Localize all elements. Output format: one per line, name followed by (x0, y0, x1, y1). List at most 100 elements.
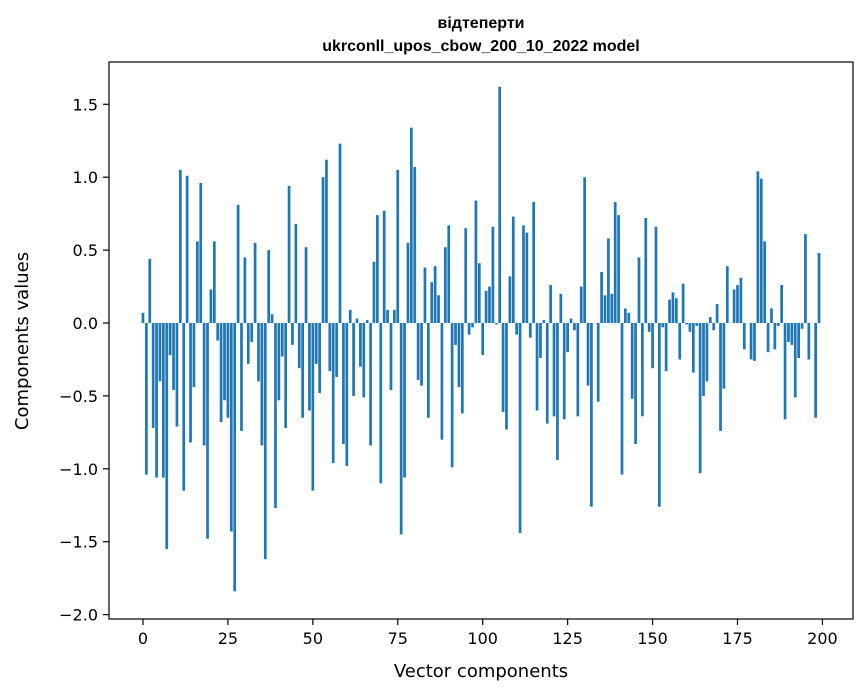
bar-24 (223, 323, 226, 401)
bar-25 (226, 323, 230, 418)
bar-183 (763, 241, 767, 323)
bar-28 (236, 204, 240, 324)
x-tick-label: 100 (467, 629, 498, 648)
bar-35 (260, 323, 264, 446)
bar-115 (532, 201, 536, 323)
bar-142 (624, 308, 627, 323)
bar-50 (311, 323, 315, 491)
bar-68 (372, 261, 376, 323)
x-tick-label: 125 (552, 629, 583, 648)
bar-137 (607, 238, 610, 323)
y-tick-label: −1.0 (59, 460, 98, 479)
bar-167 (708, 317, 712, 323)
bar-129 (579, 286, 583, 323)
bar-151 (654, 226, 658, 324)
bar-159 (681, 283, 685, 323)
bar-118 (542, 320, 546, 324)
bar-191 (790, 323, 794, 345)
bar-89 (443, 247, 447, 323)
bar-154 (664, 323, 668, 372)
bar-124 (562, 323, 566, 420)
bar-40 (277, 323, 281, 401)
bar-136 (603, 295, 607, 323)
bar-122 (556, 323, 559, 461)
bar-94 (460, 323, 464, 414)
bar-13 (185, 175, 189, 323)
bar-153 (661, 323, 665, 328)
bar-84 (426, 323, 430, 418)
bar-70 (379, 323, 383, 484)
chart-title: відтеперти (438, 15, 525, 32)
bar-99 (477, 263, 481, 323)
bar-93 (457, 323, 461, 388)
bar-152 (658, 323, 661, 507)
bar-26 (229, 323, 233, 532)
bar-103 (491, 226, 495, 324)
bar-48 (304, 247, 308, 323)
bar-148 (644, 218, 648, 323)
bar-46 (297, 323, 301, 369)
bar-31 (246, 323, 250, 364)
bar-85 (430, 282, 434, 324)
bar-8 (168, 323, 172, 356)
bar-86 (433, 266, 437, 324)
bar-27 (233, 323, 237, 592)
bar-57 (335, 323, 338, 377)
x-tick-label: 50 (303, 629, 323, 648)
bar-100 (481, 323, 485, 356)
bar-182 (759, 178, 763, 323)
bar-110 (515, 323, 519, 335)
bar-83 (423, 267, 427, 323)
bar-131 (586, 323, 590, 386)
bar-69 (376, 215, 379, 323)
bar-62 (352, 323, 355, 396)
x-tick-label: 75 (388, 629, 408, 648)
bar-170 (719, 323, 722, 431)
plot-frame (108, 61, 854, 620)
bar-189 (783, 323, 787, 420)
bar-0 (141, 312, 145, 324)
bar-135 (600, 271, 603, 323)
bar-18 (202, 323, 206, 446)
bar-2 (148, 258, 152, 324)
bar-10 (175, 323, 179, 427)
x-axis-ticks: 0 25 50 75 100 125 150 175 200 (138, 619, 838, 648)
x-axis-label: Vector components (394, 661, 568, 682)
bar-181 (756, 171, 760, 323)
bar-125 (566, 323, 569, 353)
bar-146 (637, 257, 641, 324)
bar-164 (698, 323, 702, 474)
bar-192 (793, 323, 797, 398)
bar-12 (182, 323, 186, 491)
bar-74 (393, 309, 396, 323)
bar-117 (539, 323, 542, 358)
bar-6 (162, 323, 165, 478)
bar-36 (263, 323, 267, 560)
bar-112 (522, 225, 525, 323)
bar-29 (240, 323, 243, 431)
bar-95 (464, 228, 468, 324)
y-tick-label: 1.0 (73, 168, 98, 187)
bar-106 (501, 323, 505, 412)
bar-198 (814, 323, 817, 418)
chart-subtitle: ukrconll_upos_cbow_200_10_2022 model (322, 38, 639, 55)
y-tick-label: 1.5 (73, 95, 98, 114)
bar-199 (817, 253, 821, 323)
bar-150 (651, 323, 654, 369)
y-tick-label: −2.0 (59, 606, 98, 625)
bar-107 (505, 323, 508, 430)
bar-166 (705, 323, 709, 382)
bar-23 (219, 323, 223, 423)
bar-165 (702, 323, 705, 396)
bar-64 (359, 323, 362, 367)
bar-132 (590, 323, 593, 507)
bar-91 (450, 323, 454, 468)
bar-37 (267, 250, 271, 324)
bar-109 (511, 216, 515, 323)
bar-75 (396, 169, 400, 323)
bar-21 (212, 241, 216, 323)
bar-20 (209, 289, 213, 324)
bar-43 (287, 185, 291, 323)
bar-193 (797, 323, 800, 358)
x-tick-label: 200 (807, 629, 838, 648)
